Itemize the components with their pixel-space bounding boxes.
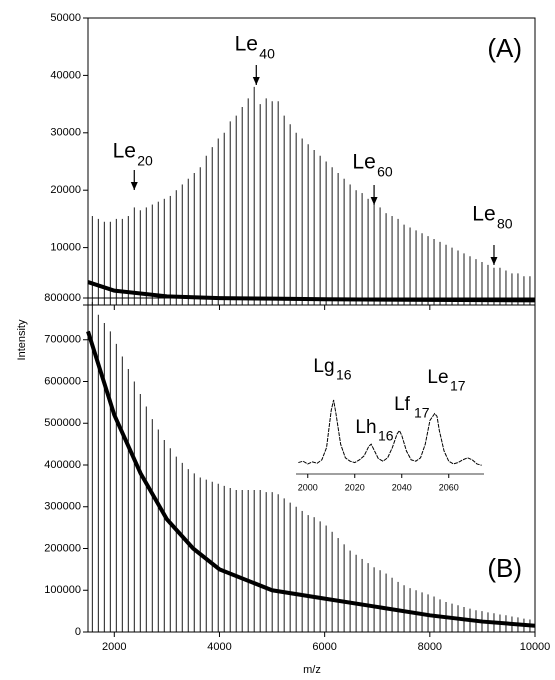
x-tick-label: 4000 [207,641,231,653]
panel-label: (B) [487,553,522,583]
annotation-sub: 60 [377,164,393,180]
inset-annotation: Lf [394,394,411,415]
plot-frame [87,17,536,306]
y-tick-label: 30000 [50,127,81,139]
y-tick-label: 400000 [44,459,81,471]
x-tick-label: 8000 [418,641,442,653]
annotation-sub: 80 [497,216,513,232]
y-tick-label: 600000 [44,375,81,387]
annotation: Le [235,33,258,56]
inset-annotation: Le [427,367,448,388]
y-tick-label: 0 [75,626,81,638]
inset-annotation-sub: 16 [378,428,394,444]
y-tick-label: 10000 [50,242,81,254]
x-tick-label: 6000 [312,641,336,653]
y-tick-label: 100000 [44,584,81,596]
inset-x-tick-label: 2020 [345,482,365,492]
annotation: Le [352,151,375,174]
inset-annotation: Lh [355,417,376,438]
annotation: Le [472,203,495,226]
y-axis-label: Intensity [16,319,28,360]
y-tick-label: 40000 [50,69,81,81]
plot-frame [87,297,536,633]
x-axis-label: m/z [303,664,321,676]
y-tick-label: 50000 [50,12,81,24]
inset-x-tick-label: 2060 [439,482,459,492]
annotation-sub: 20 [137,153,153,169]
arrow-head [130,182,138,190]
y-tick-label: 20000 [50,184,81,196]
inset-annotation: Lg [313,356,334,377]
inset-annotation-sub: 17 [414,405,430,421]
y-tick-label: 800000 [44,292,81,304]
y-tick-label: 300000 [44,501,81,513]
x-tick-label: 10000 [520,641,551,653]
inset-annotation-sub: 16 [336,367,352,383]
trace [298,399,482,466]
inset-x-tick-label: 2040 [392,482,412,492]
inset-x-tick-label: 2000 [298,482,318,492]
arrow-head [490,257,498,265]
x-tick-label: 2000 [102,641,126,653]
y-tick-label: 500000 [44,417,81,429]
arrow-head [252,77,260,85]
baseline [86,330,536,628]
y-tick-label: 700000 [44,334,81,346]
inset-annotation-sub: 17 [450,378,466,394]
annotation-sub: 40 [259,46,275,62]
annotation: Le [113,140,136,163]
panel-label: (A) [487,33,522,63]
y-tick-label: 200000 [44,542,81,554]
arrow-head [370,197,378,205]
